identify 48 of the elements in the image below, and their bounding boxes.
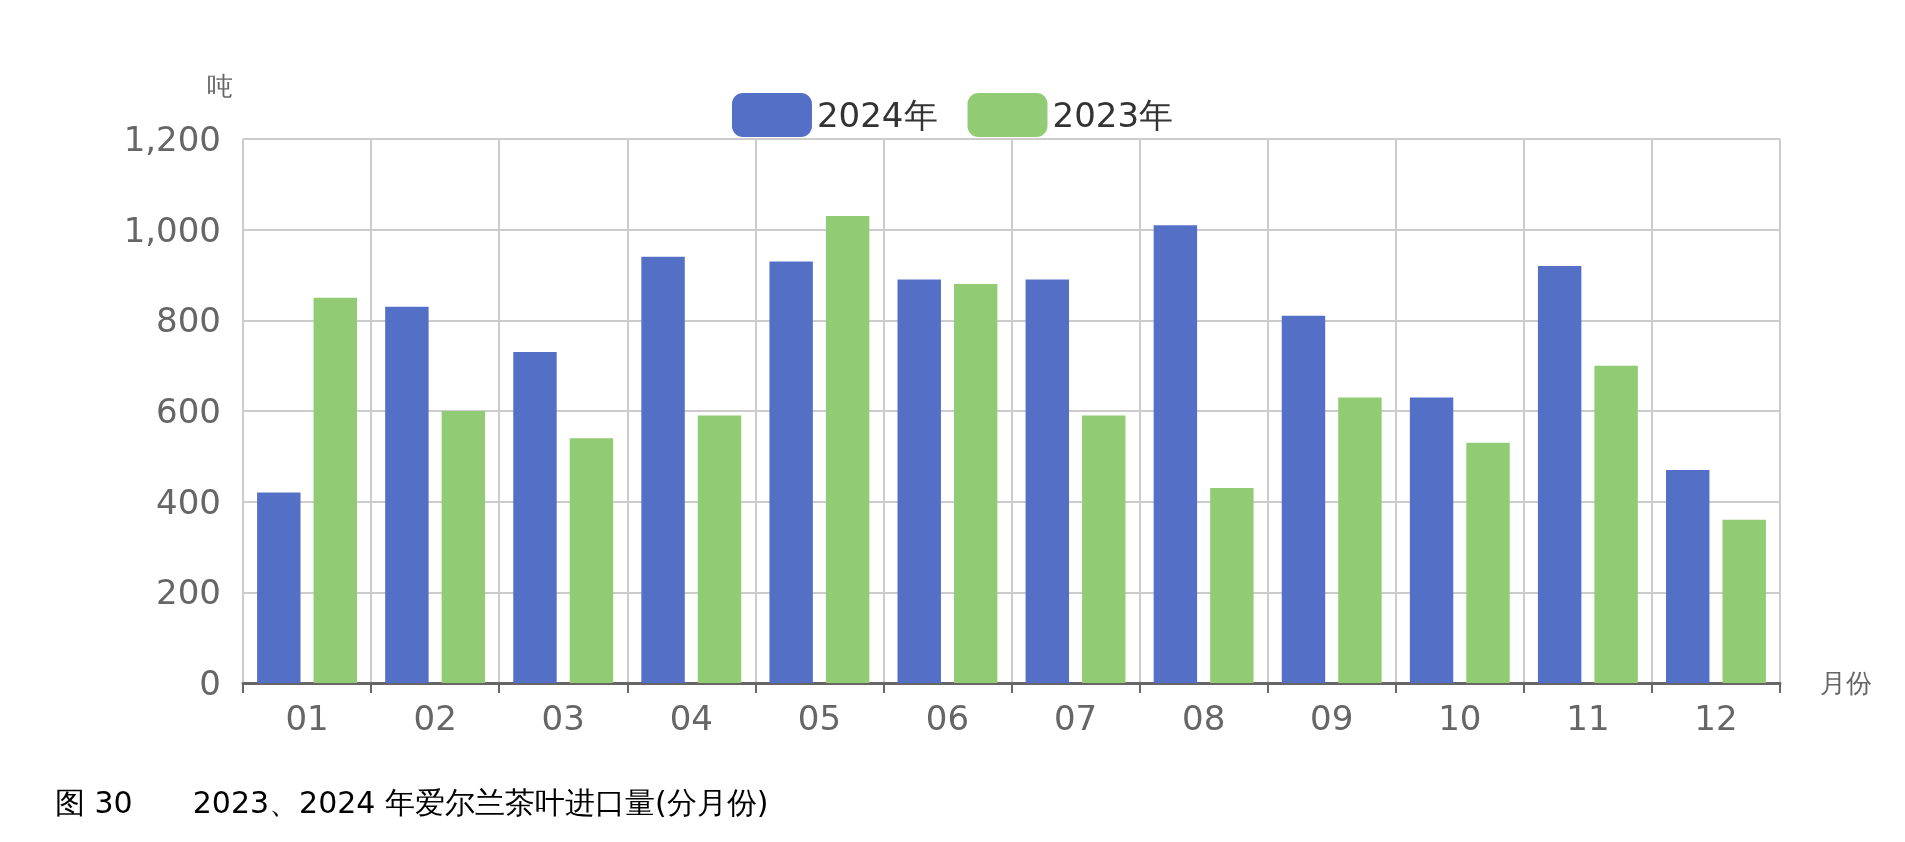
bar — [897, 279, 941, 683]
y-tick-label: 200 — [156, 572, 221, 613]
x-tick-label: 02 — [413, 698, 457, 738]
y-tick-label: 800 — [156, 300, 221, 341]
bar — [953, 284, 998, 683]
x-tick-label: 12 — [1694, 698, 1738, 738]
bar — [313, 297, 357, 683]
x-tick-label: 07 — [1053, 698, 1098, 738]
x-axis-title: 月份 — [1820, 668, 1872, 698]
x-tick-label: 09 — [1310, 698, 1354, 738]
bar — [1082, 415, 1126, 683]
legend-label: 2024年 — [816, 95, 938, 135]
bar — [641, 256, 685, 683]
bar — [1025, 279, 1070, 683]
bar — [441, 411, 486, 683]
bar — [1281, 315, 1326, 683]
text: 图 30 2023、2024 年爱尔兰茶叶进口量(分月份) — [55, 784, 769, 820]
bar — [825, 216, 870, 683]
bar — [1210, 488, 1254, 683]
x-tick-label: 06 — [925, 698, 970, 738]
bar — [1409, 397, 1454, 683]
bar — [1594, 365, 1638, 683]
x-tick-label: 04 — [669, 698, 713, 738]
bar — [1338, 397, 1382, 683]
x-tick-label: 05 — [797, 698, 842, 738]
bar — [769, 261, 813, 683]
bar — [1153, 225, 1198, 683]
x-tick-label: 08 — [1181, 698, 1226, 738]
y-tick-label: 600 — [156, 391, 221, 431]
bar — [1466, 442, 1510, 683]
bar — [513, 352, 557, 683]
y-tick-label: 1,000 — [123, 209, 221, 250]
bar — [1537, 265, 1582, 683]
x-tick-label: 11 — [1566, 698, 1610, 738]
legend-label: 2023年 — [1052, 95, 1174, 135]
x-tick-label: 10 — [1438, 698, 1482, 738]
y-tick-label: 0 — [199, 663, 221, 703]
bar — [385, 306, 429, 683]
y-tick-label: 1,200 — [123, 119, 221, 159]
y-tick-label: 400 — [156, 481, 221, 522]
bar — [569, 438, 614, 683]
y-axis-title: 吨 — [207, 71, 233, 101]
bar — [1722, 519, 1766, 683]
bar — [1666, 469, 1710, 683]
x-tick-label: 03 — [541, 698, 585, 738]
x-tick-label: 01 — [285, 698, 329, 738]
bar — [697, 415, 742, 683]
bar — [257, 492, 301, 683]
